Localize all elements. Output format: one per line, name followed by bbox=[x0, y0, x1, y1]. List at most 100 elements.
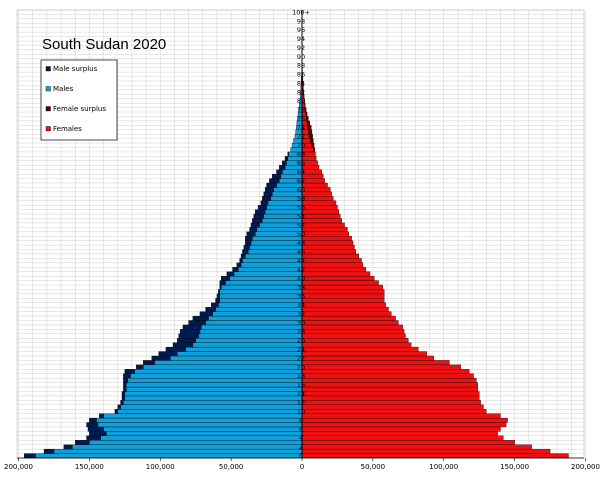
legend-label: Male surplus bbox=[53, 65, 98, 73]
bar-female-age-20 bbox=[301, 364, 461, 370]
bar-male-age-52 bbox=[259, 222, 303, 228]
bar-male-age-16 bbox=[126, 382, 303, 388]
x-tick-label: 50,000 bbox=[361, 463, 386, 471]
bar-male-surplus-age-55 bbox=[255, 209, 266, 215]
bar-male-surplus-age-5 bbox=[89, 431, 107, 436]
bar-female-age-23 bbox=[301, 351, 427, 357]
bar-male-surplus-age-44 bbox=[239, 258, 243, 264]
bar-male-age-22 bbox=[169, 355, 303, 361]
age-label: 72 bbox=[297, 133, 305, 141]
age-label: 70 bbox=[297, 141, 305, 149]
bar-female-age-53 bbox=[301, 218, 342, 224]
bar-male-surplus-age-38 bbox=[219, 284, 222, 290]
age-label: 18 bbox=[297, 372, 305, 380]
bar-male-age-44 bbox=[242, 258, 303, 264]
age-label: 64 bbox=[297, 168, 305, 176]
bar-male-surplus-age-46 bbox=[242, 249, 249, 255]
age-label: 28 bbox=[297, 328, 305, 336]
bar-male-surplus-age-27 bbox=[178, 333, 199, 339]
bar-male-age-13 bbox=[124, 395, 303, 401]
legend-box bbox=[40, 59, 118, 141]
bar-male-age-1 bbox=[53, 448, 303, 454]
age-label: 12 bbox=[297, 399, 305, 407]
age-label: 38 bbox=[297, 283, 305, 291]
bar-male-surplus-age-36 bbox=[216, 293, 220, 299]
bar-male-surplus-age-10 bbox=[114, 409, 118, 414]
x-tick-label: 100,000 bbox=[146, 463, 175, 471]
bars-group bbox=[23, 9, 569, 459]
age-label: 56 bbox=[297, 204, 305, 212]
bar-male-surplus-age-1 bbox=[43, 448, 55, 454]
x-tick-label: 0 bbox=[300, 463, 304, 471]
bar-female-age-41 bbox=[301, 271, 371, 277]
age-label: 68 bbox=[297, 150, 305, 158]
bar-female-age-24 bbox=[301, 346, 419, 352]
bar-female-age-4 bbox=[301, 435, 504, 441]
bar-female-age-8 bbox=[301, 417, 508, 423]
bar-male-surplus-age-58 bbox=[262, 196, 271, 201]
age-label: 34 bbox=[297, 301, 305, 309]
bar-male-surplus-age-53 bbox=[252, 218, 263, 224]
bar-male-surplus-age-28 bbox=[179, 329, 201, 334]
bar-male-surplus-age-31 bbox=[192, 315, 209, 321]
bar-male-surplus-age-4 bbox=[86, 435, 101, 441]
bar-female-age-31 bbox=[301, 315, 396, 321]
age-label: 2 bbox=[299, 443, 303, 451]
bar-female-age-56 bbox=[301, 204, 338, 210]
bar-male-age-46 bbox=[247, 249, 303, 255]
age-label: 90 bbox=[297, 53, 305, 61]
bar-male-surplus-age-42 bbox=[232, 267, 239, 272]
bar-male-surplus-age-30 bbox=[188, 320, 206, 326]
bar-male-surplus-age-15 bbox=[123, 386, 127, 392]
bar-female-age-14 bbox=[301, 391, 480, 397]
x-tick-label: 150,000 bbox=[500, 463, 529, 471]
age-label: 26 bbox=[297, 337, 305, 345]
bar-male-surplus-age-19 bbox=[124, 369, 135, 374]
bar-male-age-9 bbox=[103, 413, 303, 419]
bar-female-age-22 bbox=[301, 355, 435, 361]
bar-female-age-10 bbox=[301, 409, 487, 414]
bar-male-age-5 bbox=[106, 431, 303, 436]
bar-male-surplus-age-51 bbox=[249, 227, 257, 232]
bar-male-surplus-age-40 bbox=[221, 275, 230, 281]
bar-female-age-55 bbox=[301, 209, 340, 215]
x-axis-ticks: 200,000 150,000 100,000 50,000 0 50,000 100,00… bbox=[4, 458, 600, 471]
bar-male-age-35 bbox=[219, 298, 303, 303]
x-tick-label: 100,000 bbox=[429, 463, 458, 471]
age-label: 36 bbox=[297, 292, 305, 300]
bar-male-surplus-age-63 bbox=[272, 173, 281, 179]
bar-female-surplus-age-78 bbox=[305, 107, 307, 113]
bar-female-age-54 bbox=[301, 213, 341, 219]
age-label: 48 bbox=[297, 239, 305, 247]
bar-male-age-26 bbox=[195, 338, 303, 343]
bar-male-surplus-age-48 bbox=[245, 240, 252, 246]
age-label: 20 bbox=[297, 363, 305, 371]
bar-male-age-8 bbox=[96, 417, 303, 423]
bar-male-age-43 bbox=[240, 262, 303, 268]
bar-female-surplus-age-76 bbox=[306, 116, 309, 122]
bar-male-age-27 bbox=[198, 333, 303, 339]
bar-female-age-11 bbox=[301, 404, 484, 410]
bar-male-age-42 bbox=[238, 267, 303, 272]
bar-male-age-21 bbox=[154, 360, 303, 366]
bar-male-age-0 bbox=[35, 453, 303, 459]
bar-male-surplus-age-35 bbox=[215, 298, 220, 303]
bar-female-surplus-age-70 bbox=[311, 142, 315, 148]
bar-female-age-48 bbox=[301, 240, 354, 246]
age-label: 54 bbox=[297, 212, 305, 220]
bar-male-age-30 bbox=[205, 320, 303, 326]
bar-male-surplus-age-3 bbox=[75, 440, 90, 445]
age-label: 30 bbox=[297, 319, 305, 327]
age-label: 66 bbox=[297, 159, 305, 167]
age-label: 14 bbox=[297, 390, 305, 398]
bar-female-age-35 bbox=[301, 298, 385, 303]
bar-male-age-38 bbox=[221, 284, 303, 290]
bar-male-age-50 bbox=[255, 231, 303, 237]
bar-male-surplus-age-32 bbox=[199, 311, 213, 317]
bar-female-age-19 bbox=[301, 369, 470, 374]
age-label: 16 bbox=[297, 381, 305, 389]
bar-male-surplus-age-26 bbox=[177, 338, 196, 343]
bar-male-age-2 bbox=[72, 444, 303, 450]
bar-female-age-13 bbox=[301, 395, 480, 401]
bar-male-age-48 bbox=[250, 240, 303, 246]
